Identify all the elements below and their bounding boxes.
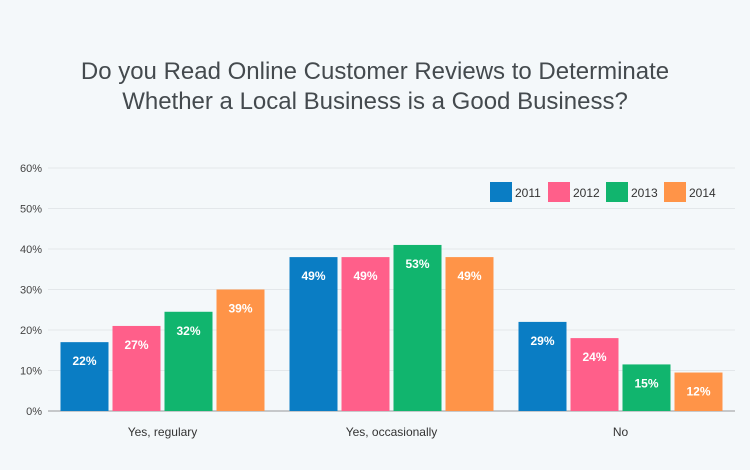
legend-label[interactable]: 2011 xyxy=(515,186,541,200)
legend-label[interactable]: 2013 xyxy=(631,186,658,200)
bar-2013-1[interactable] xyxy=(393,244,442,411)
grid xyxy=(48,167,735,412)
bar-value-label: 29% xyxy=(530,334,554,348)
legend-swatch-2013[interactable] xyxy=(606,182,628,202)
category-label: No xyxy=(613,425,629,439)
legend-swatch-2012[interactable] xyxy=(548,182,570,202)
legend[interactable]: 2011 2012 2013 2014 xyxy=(490,182,716,202)
bar-value-label: 39% xyxy=(228,302,252,316)
legend-label[interactable]: 2012 xyxy=(573,186,600,200)
y-tick-label: 20% xyxy=(20,325,42,337)
bar-value-label: 49% xyxy=(301,269,325,283)
bar-2012-0[interactable] xyxy=(112,325,161,411)
bar-2014-0[interactable] xyxy=(216,289,265,412)
legend-swatch-2011[interactable] xyxy=(490,182,512,202)
y-tick-label: 40% xyxy=(20,244,42,256)
bar-2014-1[interactable] xyxy=(445,257,494,411)
bar-value-label: 53% xyxy=(405,257,429,271)
bar-2013-0[interactable] xyxy=(164,311,213,411)
category-label: Yes, occasionally xyxy=(346,425,438,439)
y-axis: 0% 10% 20% 30% 40% 50% 60% xyxy=(20,163,42,418)
chart-title-line-1: Do you Read Online Customer Reviews to D… xyxy=(81,58,669,85)
bar-value-label: 24% xyxy=(582,350,606,364)
legend-label[interactable]: 2014 xyxy=(689,186,716,200)
chart-title-line-2: Whether a Local Business is a Good Busin… xyxy=(122,88,628,115)
bar-2011-0[interactable] xyxy=(60,342,109,411)
category-label: Yes, regulary xyxy=(128,425,198,439)
bar-2013-2[interactable] xyxy=(622,364,671,411)
bar-2011-2[interactable] xyxy=(518,321,567,411)
bar-value-label: 27% xyxy=(124,338,148,352)
bar-value-label: 32% xyxy=(176,324,200,338)
y-tick-label: 10% xyxy=(20,366,42,378)
legend-swatch-2014[interactable] xyxy=(664,182,686,202)
y-tick-label: 60% xyxy=(20,163,42,175)
bar-value-label: 22% xyxy=(72,354,96,368)
y-tick-label: 50% xyxy=(20,204,42,216)
bar-value-label: 49% xyxy=(353,269,377,283)
bars: 22% 27% 32% 39% 49% 49% 53% 49% 29% 24% 15% 12% xyxy=(60,244,723,412)
bar-2014-2[interactable] xyxy=(674,372,723,411)
bar-2012-2[interactable] xyxy=(570,338,619,411)
y-tick-label: 0% xyxy=(26,406,42,418)
x-axis: Yes, regulary Yes, occasionally No xyxy=(128,425,629,439)
bar-value-label: 15% xyxy=(634,376,658,390)
bar-2011-1[interactable] xyxy=(289,257,338,411)
bar-2012-1[interactable] xyxy=(341,257,390,411)
y-tick-label: 30% xyxy=(20,285,42,297)
bar-value-label: 49% xyxy=(457,269,481,283)
bar-value-label: 12% xyxy=(686,385,710,399)
